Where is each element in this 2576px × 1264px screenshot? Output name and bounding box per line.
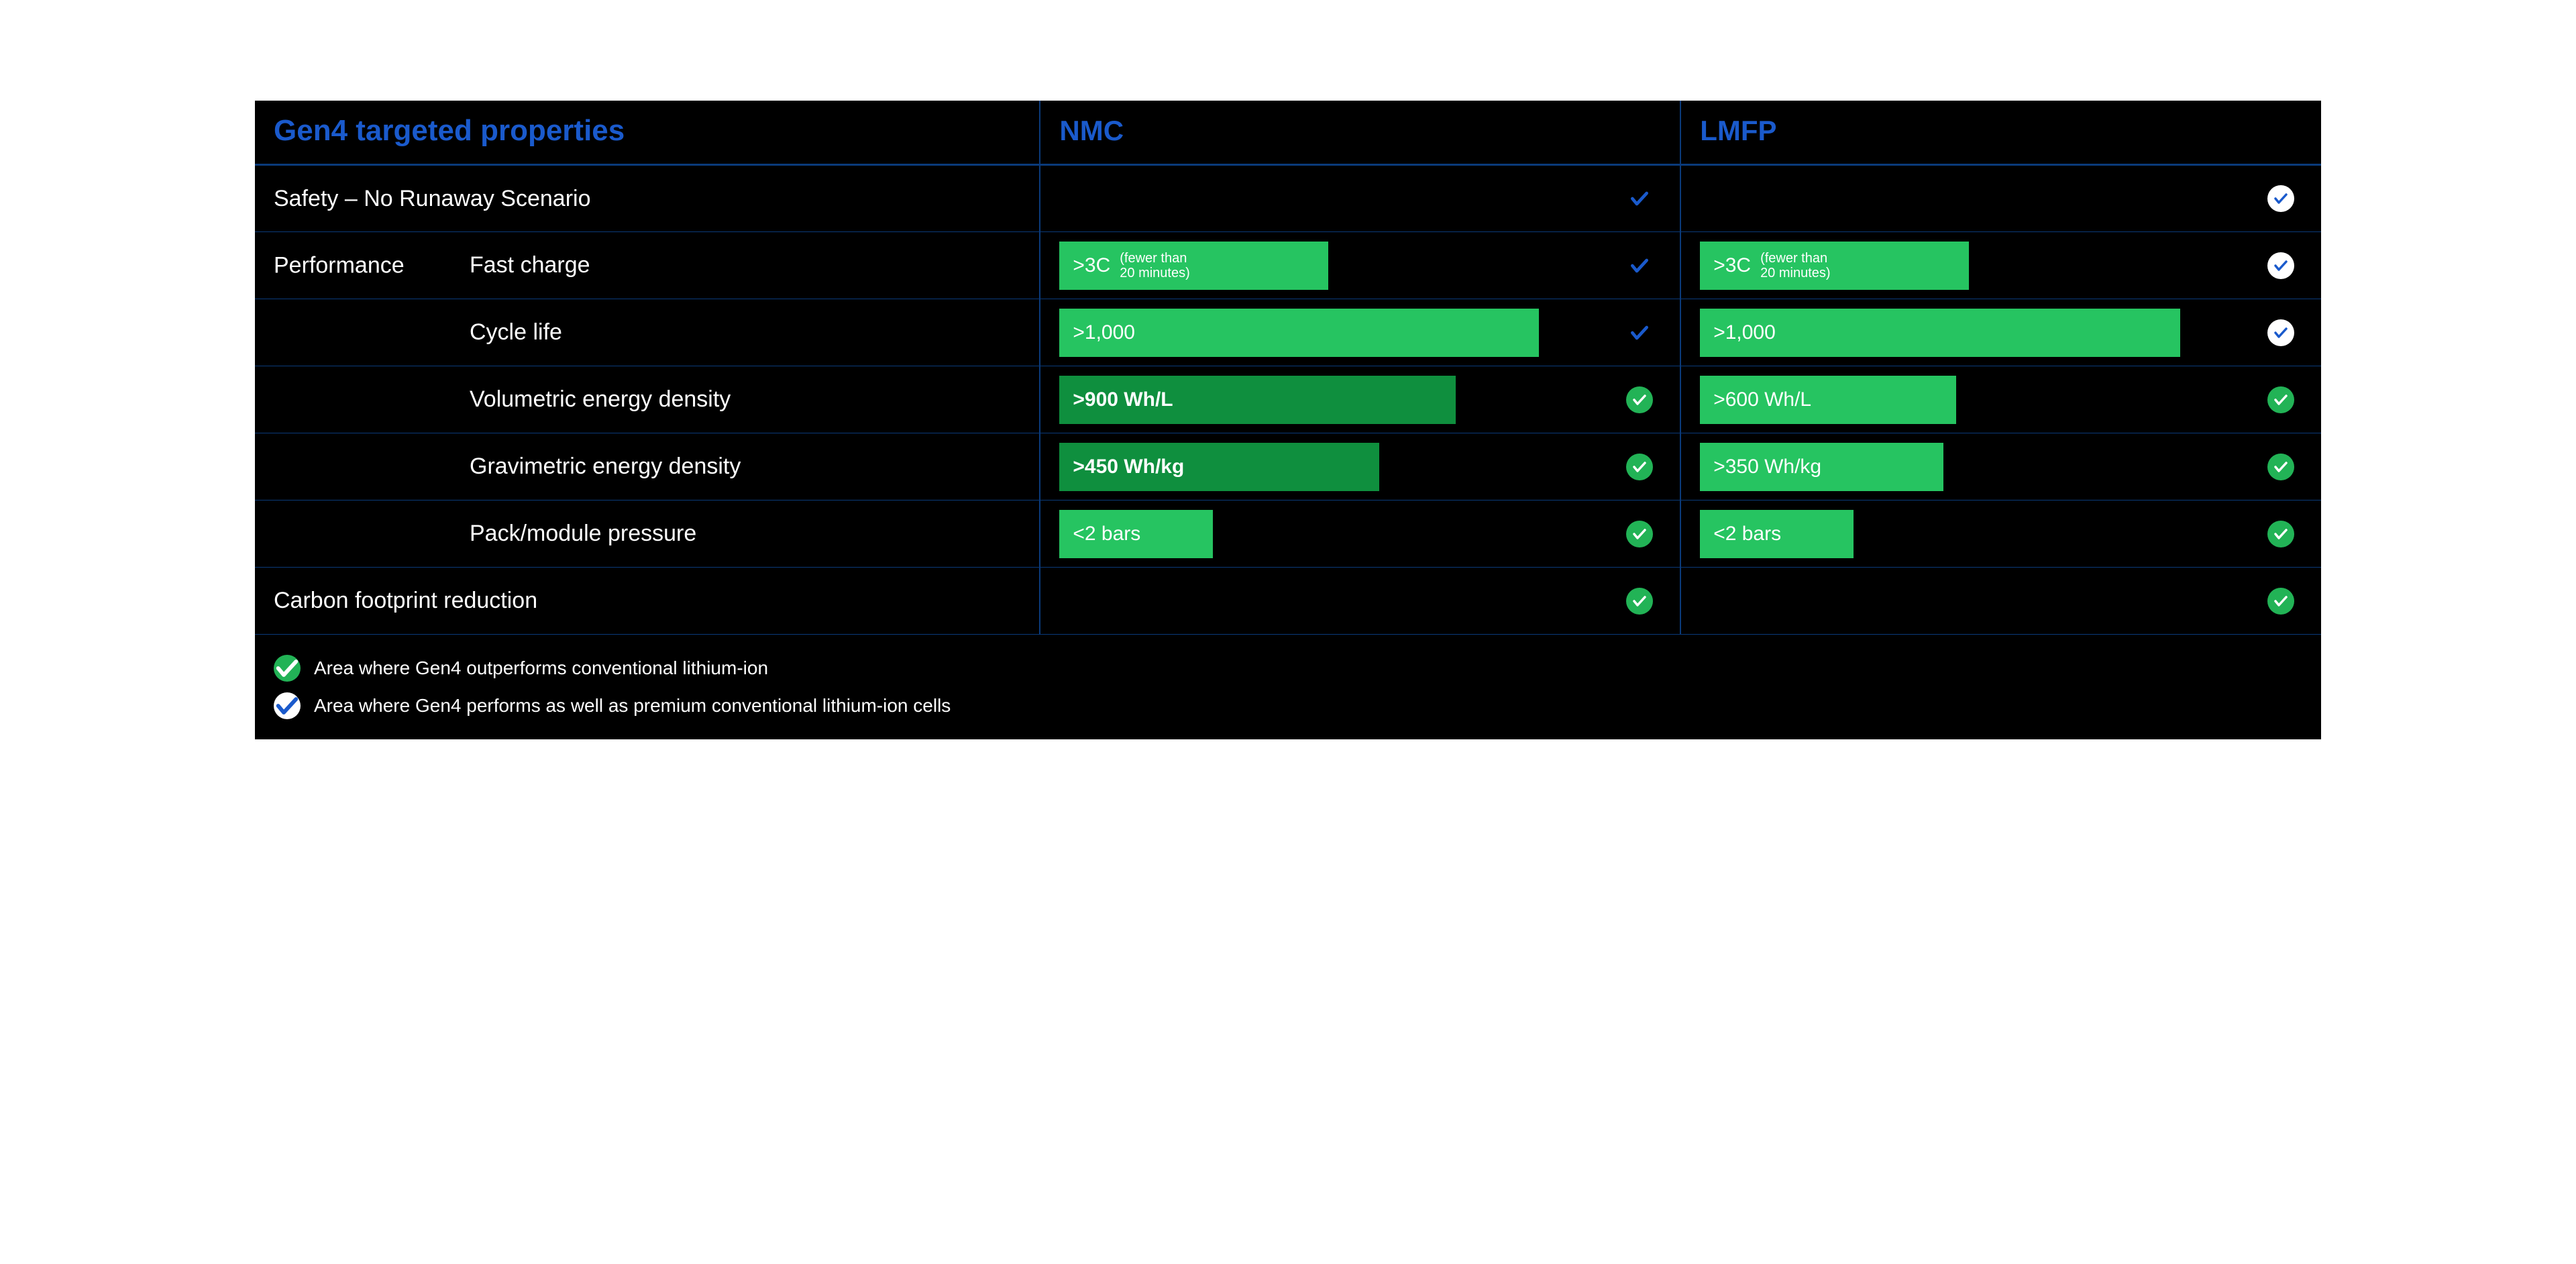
- group-label: Performance: [274, 252, 405, 278]
- header-row: Gen4 targeted properties NMC LMFP: [255, 101, 2321, 165]
- bar-subtext: (fewer than20 minutes): [1120, 251, 1190, 280]
- badge-green-icon: [2267, 521, 2294, 547]
- badge-green-icon: [274, 655, 301, 682]
- badge-green-icon: [1626, 588, 1653, 615]
- table-row: Gravimetric energy density >450 Wh/kg >350…: [255, 433, 2321, 501]
- bar-value: >1,000: [1073, 321, 1135, 344]
- bar-value: <2 bars: [1073, 523, 1140, 545]
- data-cell-lmfp: <2 bars: [1680, 501, 2321, 568]
- data-cell-nmc: >450 Wh/kg: [1040, 433, 1680, 501]
- data-cell-nmc: >3C (fewer than20 minutes): [1040, 232, 1680, 299]
- property-label: Pack/module pressure: [470, 521, 696, 546]
- value-bar: >450 Wh/kg: [1059, 443, 1379, 491]
- data-cell-lmfp: [1680, 568, 2321, 635]
- col-header-nmc: NMC: [1059, 115, 1124, 146]
- bar-subtext: (fewer than20 minutes): [1760, 251, 1831, 280]
- badge-white-icon: [2267, 319, 2294, 346]
- data-cell-nmc: >1,000: [1040, 299, 1680, 366]
- table-row: Cycle life >1,000 >1,000: [255, 299, 2321, 366]
- bar-value: >3C: [1073, 254, 1110, 277]
- value-bar: >3C (fewer than20 minutes): [1059, 242, 1328, 290]
- legend-text: Area where Gen4 outperforms conventional…: [314, 657, 768, 679]
- bar-value: >1,000: [1713, 321, 1776, 344]
- data-cell-lmfp: >1,000: [1680, 299, 2321, 366]
- check-icon: [1626, 252, 1653, 279]
- bar-value: >3C: [1713, 254, 1751, 277]
- value-bar: >900 Wh/L: [1059, 376, 1456, 424]
- table-row: Performance Fast charge >3C (fewer than20 m…: [255, 232, 2321, 299]
- value-bar: >350 Wh/kg: [1700, 443, 1943, 491]
- table-row: Carbon footprint reduction: [255, 568, 2321, 635]
- bar-value: >900 Wh/L: [1073, 388, 1173, 411]
- property-label: Carbon footprint reduction: [274, 588, 537, 613]
- check-icon: [1626, 319, 1653, 346]
- value-bar: >600 Wh/L: [1700, 376, 1956, 424]
- data-cell-lmfp: >3C (fewer than20 minutes): [1680, 232, 2321, 299]
- value-bar: <2 bars: [1700, 510, 1854, 558]
- bar-value: >450 Wh/kg: [1073, 456, 1184, 478]
- legend-item: Area where Gen4 performs as well as prem…: [274, 692, 2302, 719]
- value-bar: >1,000: [1700, 309, 2180, 357]
- badge-green-icon: [2267, 588, 2294, 615]
- data-cell-nmc: <2 bars: [1040, 501, 1680, 568]
- legend-row-2: Area where Gen4 performs as well as prem…: [255, 688, 2321, 739]
- badge-green-icon: [2267, 386, 2294, 413]
- table-title: Gen4 targeted properties: [274, 114, 625, 147]
- badge-white-icon: [2267, 185, 2294, 212]
- data-cell-nmc: [1040, 568, 1680, 635]
- bar-value: >600 Wh/L: [1713, 388, 1811, 411]
- bar-value: >350 Wh/kg: [1713, 456, 1821, 478]
- table-row: Volumetric energy density >900 Wh/L >600 W…: [255, 366, 2321, 433]
- badge-green-icon: [1626, 454, 1653, 480]
- data-cell-lmfp: >600 Wh/L: [1680, 366, 2321, 433]
- legend-row-1: Area where Gen4 outperforms conventional…: [255, 635, 2321, 689]
- property-label: Safety – No Runaway Scenario: [274, 186, 590, 211]
- property-label: Volumetric energy density: [470, 386, 731, 412]
- property-label: Fast charge: [470, 252, 590, 278]
- property-label: Gravimetric energy density: [470, 454, 741, 479]
- value-bar: >1,000: [1059, 309, 1539, 357]
- badge-green-icon: [1626, 386, 1653, 413]
- table-row: Pack/module pressure <2 bars <2 bars: [255, 501, 2321, 568]
- value-bar: >3C (fewer than20 minutes): [1700, 242, 1969, 290]
- legend-item: Area where Gen4 outperforms conventional…: [274, 655, 2302, 682]
- value-bar: <2 bars: [1059, 510, 1213, 558]
- badge-green-icon: [2267, 454, 2294, 480]
- property-label: Cycle life: [470, 319, 562, 345]
- data-cell-nmc: >900 Wh/L: [1040, 366, 1680, 433]
- data-cell-nmc: [1040, 165, 1680, 232]
- check-icon: [1626, 185, 1653, 212]
- col-header-lmfp: LMFP: [1700, 115, 1776, 146]
- legend-text: Area where Gen4 performs as well as prem…: [314, 695, 951, 717]
- data-cell-lmfp: >350 Wh/kg: [1680, 433, 2321, 501]
- badge-green-icon: [1626, 521, 1653, 547]
- table-row: Safety – No Runaway Scenario: [255, 165, 2321, 232]
- bar-value: <2 bars: [1713, 523, 1781, 545]
- data-cell-lmfp: [1680, 165, 2321, 232]
- badge-white-icon: [2267, 252, 2294, 279]
- properties-table: Gen4 targeted properties NMC LMFP Safety…: [255, 101, 2321, 739]
- badge-white-icon: [274, 692, 301, 719]
